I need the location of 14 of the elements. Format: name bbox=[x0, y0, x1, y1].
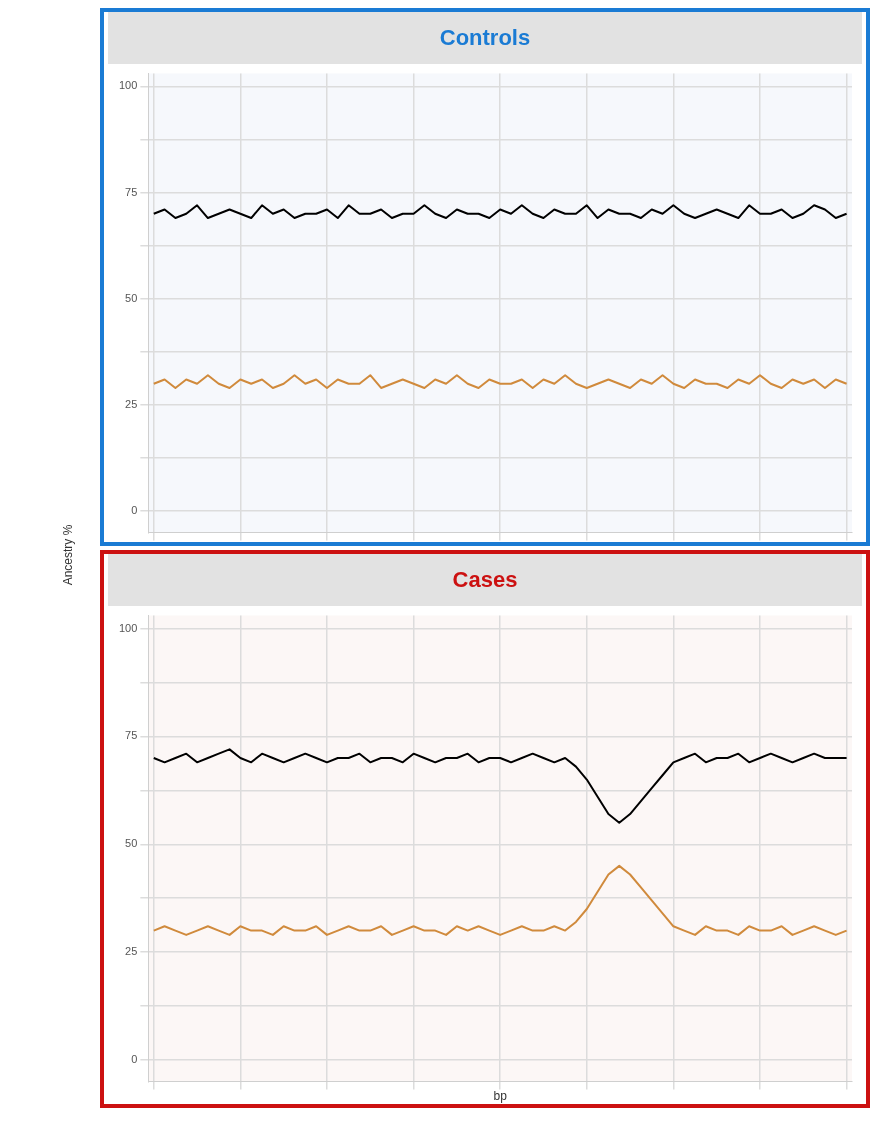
chart-title: Controls bbox=[108, 12, 862, 64]
y-tick-label: 100 bbox=[118, 621, 138, 634]
chart-title: Cases bbox=[108, 554, 862, 606]
y-tick-label: 25 bbox=[125, 397, 138, 410]
y-tick-label: 75 bbox=[125, 729, 138, 742]
y-tick-label: 25 bbox=[125, 945, 138, 958]
y-tick-label: 50 bbox=[125, 837, 138, 850]
y-tick-label: 75 bbox=[125, 185, 138, 198]
x-axis-title: bp bbox=[493, 1089, 508, 1104]
y-tick-label: 0 bbox=[131, 1053, 138, 1066]
y-tick-label: 50 bbox=[125, 291, 138, 304]
y-tick-label: 0 bbox=[131, 504, 138, 517]
y-axis-title: Ancestry % bbox=[61, 523, 75, 588]
y-tick-label: 100 bbox=[118, 79, 138, 92]
